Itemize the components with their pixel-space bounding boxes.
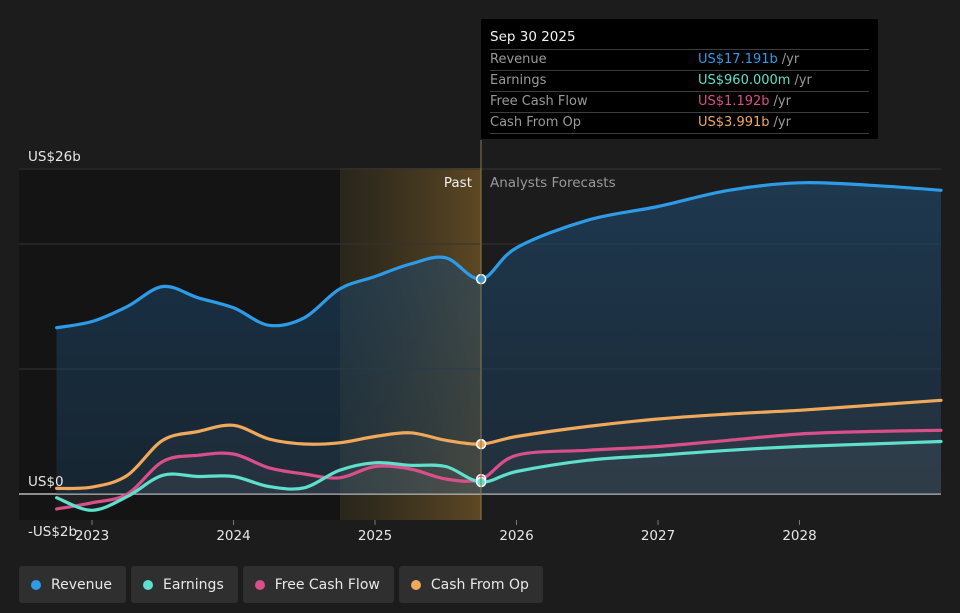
series-lines: [55, 181, 943, 512]
tooltip-unit: /yr: [773, 115, 791, 130]
tooltip-label: Revenue: [490, 52, 547, 67]
y-tick-label: US$0: [28, 474, 64, 490]
x-tick-label: 2028: [782, 528, 816, 544]
tooltip-label: Earnings: [490, 73, 547, 88]
y-tick-label: US$26b: [28, 149, 81, 165]
tooltip-value: US$1.192b: [698, 94, 770, 109]
tooltip-value: US$17.191b: [698, 52, 778, 67]
tooltip-unit: /yr: [773, 94, 791, 109]
legend-label: Earnings: [162, 576, 224, 593]
x-tick-label: 2025: [358, 528, 392, 544]
revenue-line: [55, 181, 943, 330]
legend-label: Free Cash Flow: [274, 576, 380, 593]
tooltip-date: Sep 30 2025: [490, 29, 576, 45]
free-cash-flow-line: [55, 428, 943, 511]
tooltip-label: Cash From Op: [490, 115, 582, 130]
cash-from-op-line: [55, 398, 943, 491]
x-tick-label: 2024: [216, 528, 250, 544]
tooltip: Sep 30 2025 Revenue US$17.191b /yr Earni…: [481, 19, 878, 139]
tooltip-row-earnings: Earnings US$960.000m /yr: [490, 70, 869, 91]
legend-item-cash-from-op[interactable]: Cash From Op: [398, 566, 543, 603]
forecast-label: Analysts Forecasts: [490, 175, 616, 191]
tooltip-row-free-cash-flow: Free Cash Flow US$1.192b /yr: [490, 91, 869, 112]
legend: Revenue Earnings Free Cash Flow Cash Fro…: [19, 566, 543, 603]
tooltip-value: US$3.991b: [698, 115, 770, 130]
legend-dot-icon: [142, 579, 153, 590]
tooltip-unit: /yr: [781, 52, 800, 67]
legend-item-revenue[interactable]: Revenue: [19, 566, 126, 603]
x-tick-label: 2026: [499, 528, 533, 544]
tooltip-label: Free Cash Flow: [490, 94, 588, 109]
legend-dot-icon: [410, 579, 421, 590]
x-tick-label: 2023: [75, 528, 109, 544]
legend-dot-icon: [254, 579, 265, 590]
legend-label: Revenue: [51, 576, 112, 593]
tooltip-row-cash-from-op: Cash From Op US$3.991b /yr: [490, 112, 869, 134]
legend-item-free-cash-flow[interactable]: Free Cash Flow: [242, 566, 394, 603]
tooltip-value: US$960.000m: [698, 73, 791, 88]
x-tick-label: 2027: [641, 528, 675, 544]
tooltip-unit: /yr: [794, 73, 812, 88]
legend-dot-icon: [31, 579, 41, 590]
legend-label: Cash From Op: [430, 576, 529, 593]
x-axis-ticks: 2023 2024 2025 2026 2027 2028: [75, 520, 817, 544]
past-label: Past: [444, 175, 472, 191]
earnings-line: [55, 439, 943, 512]
y-axis-ticks: US$26b US$0 -US$2b: [28, 149, 81, 540]
tooltip-row-revenue: Revenue US$17.191b /yr: [490, 49, 869, 70]
legend-item-earnings[interactable]: Earnings: [130, 566, 238, 603]
y-tick-label: -US$2b: [28, 524, 77, 540]
